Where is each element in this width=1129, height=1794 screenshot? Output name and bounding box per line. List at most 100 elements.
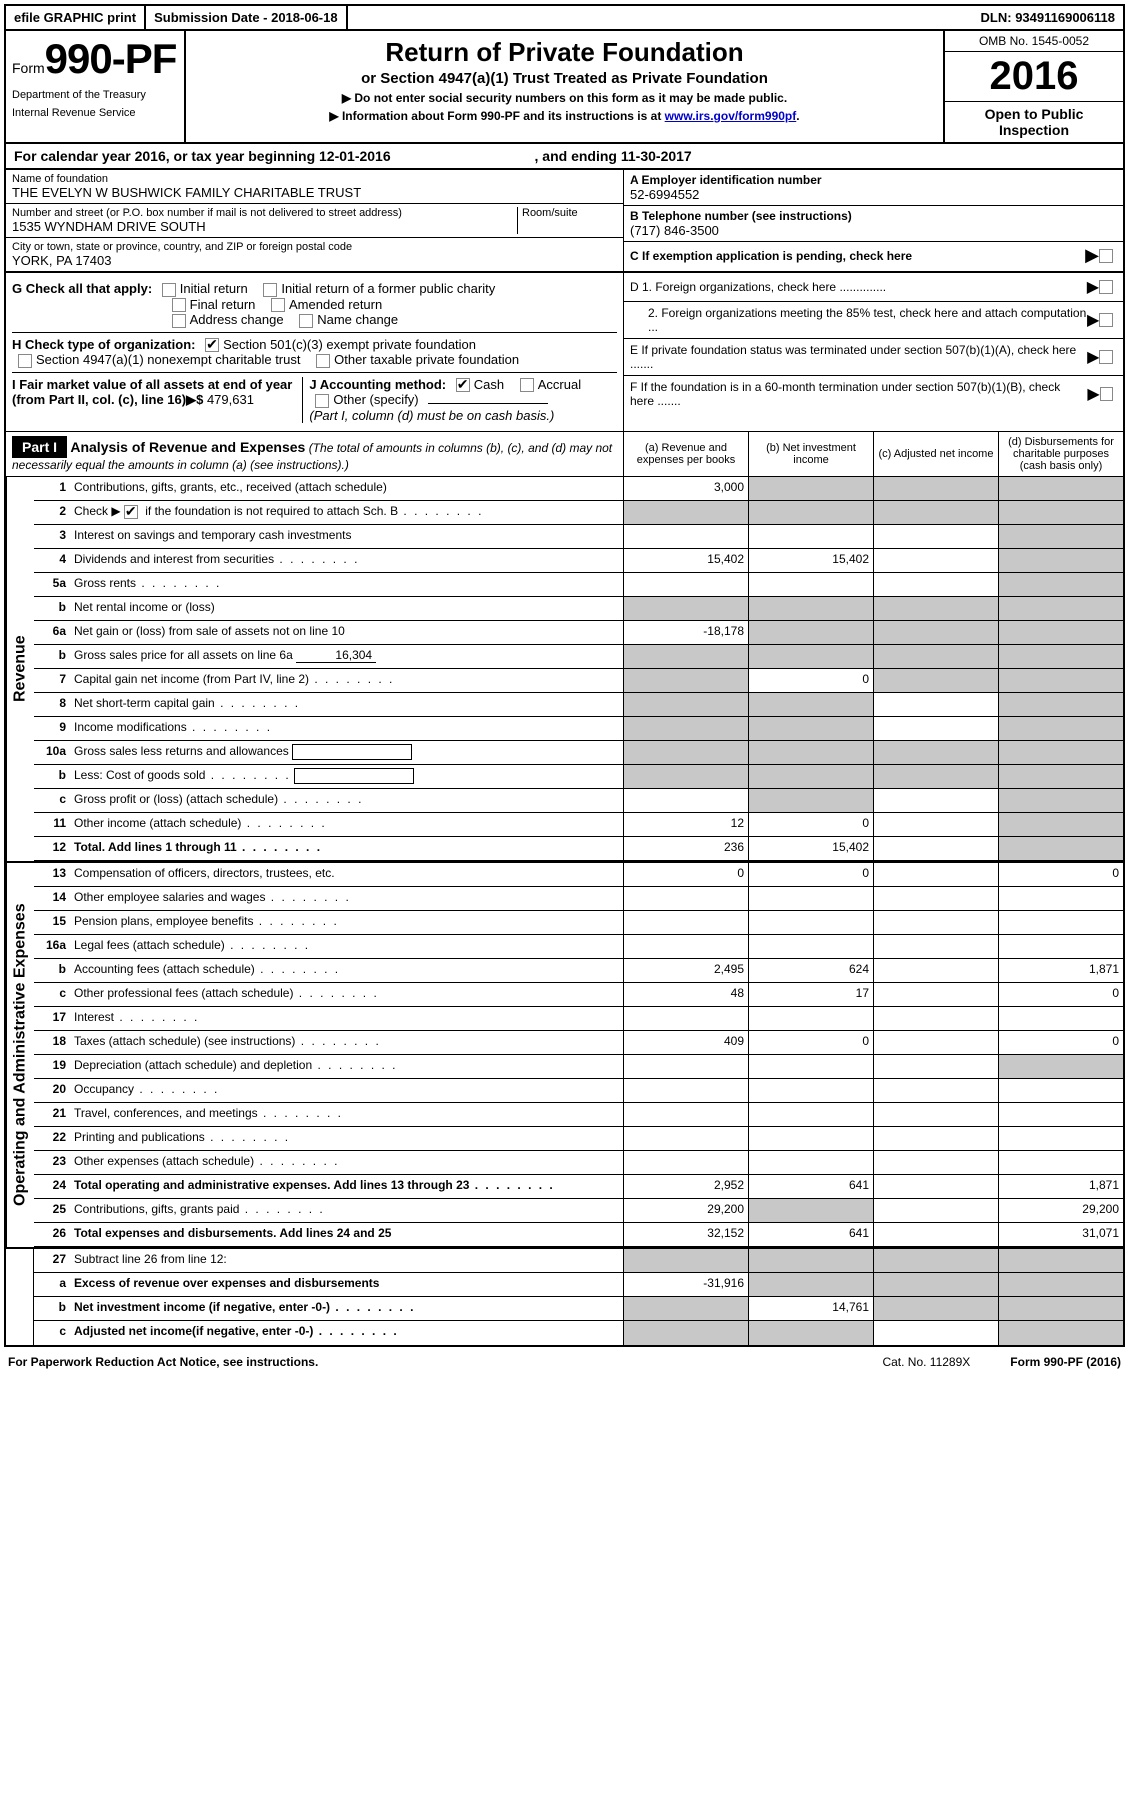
address-cell: Number and street (or P.O. box number if… xyxy=(6,204,623,238)
row-25: 25Contributions, gifts, grants paid29,20… xyxy=(34,1199,1123,1223)
revenue-body: 1Contributions, gifts, grants, etc., rec… xyxy=(34,477,1123,861)
arrow-icon: ▶ xyxy=(1087,277,1099,297)
instr-link-pre: ▶ Information about Form 990-PF and its … xyxy=(329,109,664,123)
part1-label: Part I xyxy=(12,436,67,458)
row-26: 26Total expenses and disbursements. Add … xyxy=(34,1223,1123,1247)
row-19: 19Depreciation (attach schedule) and dep… xyxy=(34,1055,1123,1079)
row-12: 12Total. Add lines 1 through 1123615,402 xyxy=(34,837,1123,861)
col-c-head: (c) Adjusted net income xyxy=(873,432,998,476)
j-label: J Accounting method: xyxy=(309,377,446,392)
title-box: Return of Private Foundation or Section … xyxy=(186,31,943,142)
room-label: Room/suite xyxy=(522,207,617,219)
row-10b: bLess: Cost of goods sold xyxy=(34,765,1123,789)
form-ref: Form 990-PF (2016) xyxy=(1010,1355,1121,1369)
ein-label: A Employer identification number xyxy=(630,173,1117,187)
row-16b: bAccounting fees (attach schedule)2,4956… xyxy=(34,959,1123,983)
cb-e[interactable] xyxy=(1099,350,1113,364)
identity-right: A Employer identification number 52-6994… xyxy=(623,170,1123,271)
phone-value: (717) 846-3500 xyxy=(630,223,1117,238)
row-27a: aExcess of revenue over expenses and dis… xyxy=(34,1273,1123,1297)
row-5b: bNet rental income or (loss) xyxy=(34,597,1123,621)
cb-amended[interactable] xyxy=(271,298,285,312)
cb-other-tax[interactable] xyxy=(316,354,330,368)
cb-f[interactable] xyxy=(1100,387,1113,401)
sub-title: or Section 4947(a)(1) Trust Treated as P… xyxy=(194,70,935,87)
row-8: 8Net short-term capital gain xyxy=(34,693,1123,717)
ein-value: 52-6994552 xyxy=(630,187,1117,202)
expenses-side-label: Operating and Administrative Expenses xyxy=(6,863,34,1247)
cal-end: 11-30-2017 xyxy=(621,148,692,164)
summary-body: 27Subtract line 26 from line 12: aExcess… xyxy=(34,1249,1123,1345)
revenue-side-label: Revenue xyxy=(6,477,34,861)
input-10b[interactable] xyxy=(294,768,414,784)
cb-other-method[interactable] xyxy=(315,394,329,408)
g6-label: Name change xyxy=(317,312,398,327)
dept-irs: Internal Revenue Service xyxy=(12,107,178,119)
cb-cash[interactable] xyxy=(456,378,470,392)
main-title: Return of Private Foundation xyxy=(194,37,935,68)
tax-year: 2016 xyxy=(945,52,1123,102)
row-27: 27Subtract line 26 from line 12: xyxy=(34,1249,1123,1273)
foundation-name: THE EVELYN W BUSHWICK FAMILY CHARITABLE … xyxy=(12,185,617,200)
row-20: 20Occupancy xyxy=(34,1079,1123,1103)
cb-d1[interactable] xyxy=(1099,280,1113,294)
row-16c: cOther professional fees (attach schedul… xyxy=(34,983,1123,1007)
pra-notice: For Paperwork Reduction Act Notice, see … xyxy=(8,1355,318,1369)
cb-501c3[interactable] xyxy=(205,338,219,352)
row-17: 17Interest xyxy=(34,1007,1123,1031)
e-label: E If private foundation status was termi… xyxy=(630,343,1087,371)
expenses-section: Operating and Administrative Expenses 13… xyxy=(6,861,1123,1247)
g3-label: Final return xyxy=(190,297,256,312)
cb-initial[interactable] xyxy=(162,283,176,297)
row-11: 11Other income (attach schedule)120 xyxy=(34,813,1123,837)
city-cell: City or town, state or province, country… xyxy=(6,238,623,271)
row-10c: cGross profit or (loss) (attach schedule… xyxy=(34,789,1123,813)
row-2: 2Check ▶ if the foundation is not requir… xyxy=(34,501,1123,525)
exemption-checkbox[interactable] xyxy=(1099,249,1113,263)
form-header: Form990-PF Department of the Treasury In… xyxy=(6,31,1123,144)
phone-cell: B Telephone number (see instructions) (7… xyxy=(624,206,1123,242)
efile-print[interactable]: efile GRAPHIC print xyxy=(6,6,146,29)
blank-side xyxy=(6,1249,34,1345)
irs-link[interactable]: www.irs.gov/form990pf xyxy=(665,109,797,123)
expenses-body: 13Compensation of officers, directors, t… xyxy=(34,863,1123,1247)
name-cell: Name of foundation THE EVELYN W BUSHWICK… xyxy=(6,170,623,204)
arrow-icon: ▶ xyxy=(1087,347,1099,367)
catalog-number: Cat. No. 11289X xyxy=(882,1355,970,1369)
check-section: G Check all that apply: Initial return I… xyxy=(6,273,1123,432)
cb-schb[interactable] xyxy=(124,505,138,519)
cb-initial-former[interactable] xyxy=(263,283,277,297)
submission-date: Submission Date - 2018-06-18 xyxy=(146,6,348,29)
row-h: H Check type of organization: Section 50… xyxy=(12,332,617,368)
row-5a: 5aGross rents xyxy=(34,573,1123,597)
cb-accrual[interactable] xyxy=(520,378,534,392)
h3-label: Other taxable private foundation xyxy=(334,352,519,367)
d1-label: D 1. Foreign organizations, check here .… xyxy=(630,280,886,294)
top-bar: efile GRAPHIC print Submission Date - 20… xyxy=(6,6,1123,31)
cb-name[interactable] xyxy=(299,314,313,328)
row-7: 7Capital gain net income (from Part IV, … xyxy=(34,669,1123,693)
cb-4947[interactable] xyxy=(18,354,32,368)
cal-begin: 12-01-2016 xyxy=(319,148,391,164)
row-9: 9Income modifications xyxy=(34,717,1123,741)
row-15: 15Pension plans, employee benefits xyxy=(34,911,1123,935)
cb-final[interactable] xyxy=(172,298,186,312)
row-27b: bNet investment income (if negative, ent… xyxy=(34,1297,1123,1321)
row-1: 1Contributions, gifts, grants, etc., rec… xyxy=(34,477,1123,501)
cb-d2[interactable] xyxy=(1099,313,1113,327)
f-row: F If the foundation is in a 60-month ter… xyxy=(624,376,1123,412)
city-label: City or town, state or province, country… xyxy=(12,241,617,253)
cb-address[interactable] xyxy=(172,314,186,328)
row-24: 24Total operating and administrative exp… xyxy=(34,1175,1123,1199)
calendar-year-row: For calendar year 2016, or tax year begi… xyxy=(6,144,1123,170)
instr-link-row: ▶ Information about Form 990-PF and its … xyxy=(194,109,935,123)
col-b-head: (b) Net investment income xyxy=(748,432,873,476)
instr-ssn: ▶ Do not enter social security numbers o… xyxy=(194,91,935,105)
row-ij: I Fair market value of all assets at end… xyxy=(12,372,617,423)
row-23: 23Other expenses (attach schedule) xyxy=(34,1151,1123,1175)
input-10a[interactable] xyxy=(292,744,412,760)
j-note: (Part I, column (d) must be on cash basi… xyxy=(309,408,554,423)
row-21: 21Travel, conferences, and meetings xyxy=(34,1103,1123,1127)
i-box: I Fair market value of all assets at end… xyxy=(12,377,302,423)
row-22: 22Printing and publications xyxy=(34,1127,1123,1151)
